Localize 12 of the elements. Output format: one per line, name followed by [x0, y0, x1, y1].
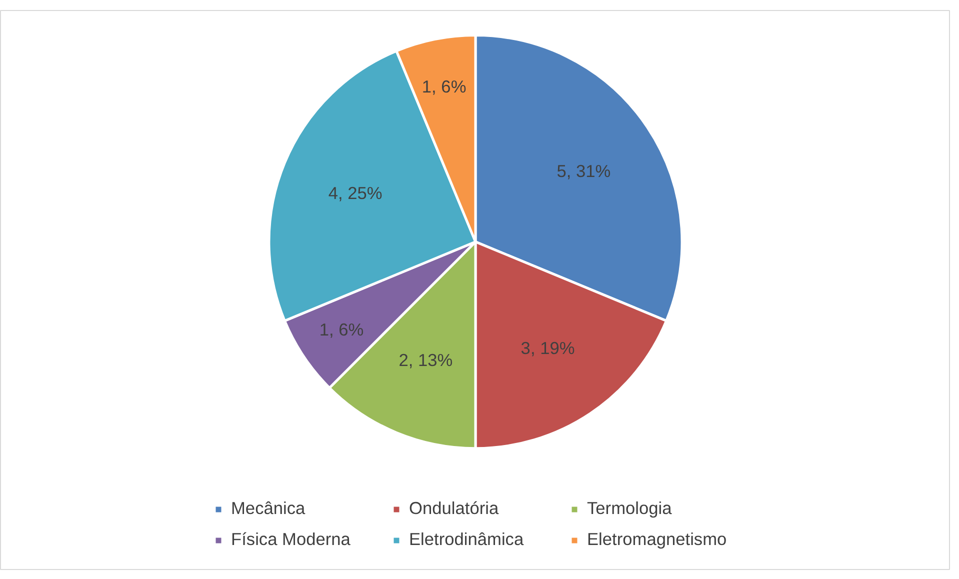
legend-label: Física Moderna — [231, 529, 352, 550]
data-label: 1, 6% — [319, 320, 364, 340]
data-label: 5, 31% — [556, 160, 611, 181]
legend-label: Mecânica — [231, 498, 306, 519]
data-label: 2, 13% — [398, 350, 453, 370]
data-label: 3, 19% — [520, 338, 575, 358]
legend-label: Termologia — [587, 498, 673, 519]
legend-label: Eletromagnetismo — [587, 529, 728, 550]
data-label: 4, 25% — [328, 182, 382, 203]
legend-label: Ondulatória — [409, 498, 500, 519]
legend-label: Eletrodinâmica — [409, 529, 525, 550]
data-label: 1, 6% — [422, 76, 466, 97]
